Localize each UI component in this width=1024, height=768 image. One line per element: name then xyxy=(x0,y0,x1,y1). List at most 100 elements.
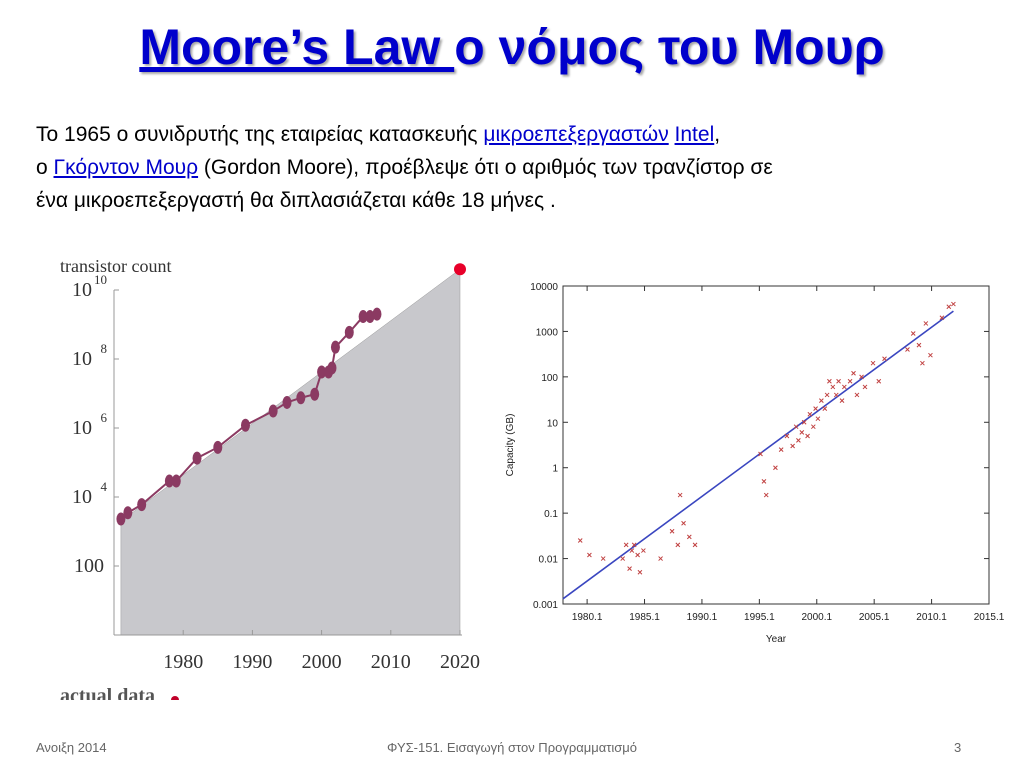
scatter-point xyxy=(793,424,799,430)
scatter-point xyxy=(928,352,933,358)
scatter-point xyxy=(862,384,868,390)
data-point xyxy=(358,310,368,324)
scatter-point xyxy=(629,548,635,553)
text-segment: ένα μικροεπεξεργαστή θα διπλασιάζεται κά… xyxy=(36,189,556,212)
projection-point-2020 xyxy=(454,263,466,276)
chart1-ytick-exponent: 8 xyxy=(101,341,108,356)
chart1-ylabel: transistor count xyxy=(60,256,171,276)
footer-center: ΦΥΣ-151. Εισαγωγή στον Προγραμματισμό xyxy=(387,740,637,755)
scatter-point xyxy=(637,569,643,575)
chart2-ytick-label: 0.1 xyxy=(544,509,558,520)
chart1-ytick-exponent: 6 xyxy=(101,410,108,425)
data-point xyxy=(213,440,223,454)
scatter-point xyxy=(801,419,807,425)
scatter-point xyxy=(587,552,592,558)
scatter-point xyxy=(920,360,925,366)
scatter-point xyxy=(600,556,606,561)
scatter-point xyxy=(763,492,769,498)
chart2-xtick-label: 1995.1 xyxy=(744,612,775,623)
link-intel[interactable]: Intel xyxy=(674,123,715,146)
chart2-xtick-label: 2010.1 xyxy=(916,612,947,623)
chart1-ytick-exponent: 4 xyxy=(101,479,108,494)
chart1-xtick-label: 2000 xyxy=(302,651,342,673)
title-link-moores-law[interactable]: Moore’s Law xyxy=(139,19,455,75)
chart2-xtick-label: 2015.1 xyxy=(974,612,1005,623)
chart2-xtick-label: 1990.1 xyxy=(687,612,718,623)
data-point xyxy=(171,474,181,488)
scatter-point xyxy=(631,542,637,548)
paragraph-line-1: Το 1965 ο συνιδρυτής της εταιρείας κατασ… xyxy=(36,118,986,151)
scatter-point xyxy=(916,342,922,348)
chart1-ytick-exponent: 10 xyxy=(94,272,107,287)
data-point xyxy=(365,310,375,324)
scatter-point xyxy=(827,378,832,384)
scatter-point xyxy=(854,392,860,398)
chart1-ytick-label: 10 xyxy=(72,417,92,439)
scatter-point xyxy=(778,447,784,452)
data-point xyxy=(372,307,382,321)
data-point xyxy=(123,506,133,520)
data-point xyxy=(192,451,202,465)
intro-paragraph: Το 1965 ο συνιδρυτής της εταιρείας κατασ… xyxy=(36,118,986,217)
scatter-point xyxy=(577,538,583,543)
text-segment: , xyxy=(714,123,721,146)
link-gordon-moore[interactable]: Γκόρντον Μουρ xyxy=(53,156,199,179)
scatter-point xyxy=(876,378,882,384)
disk-capacity-chart: 0.001 0.01 0.1 1 10 100 1000 10000 1980.1 1985.1… xyxy=(505,282,1005,645)
fit-line xyxy=(562,310,954,600)
data-point xyxy=(164,474,174,488)
paragraph-line-2: ο Γκόρντον Μουρ (Gordon Moore), προέβλεψ… xyxy=(36,151,986,184)
scatter-point xyxy=(784,433,790,439)
data-point xyxy=(327,361,337,375)
link-microprocessors[interactable]: μικροεπεξεργαστών xyxy=(483,123,669,146)
scatter-point xyxy=(805,433,810,439)
title-greek: ο νόμος του Μουρ xyxy=(454,19,885,75)
scatter-point xyxy=(810,424,816,430)
scatter-point xyxy=(658,556,663,561)
scatter-point xyxy=(761,479,767,484)
chart1-ytick-label: 10 xyxy=(72,279,92,301)
scatter-point xyxy=(836,378,841,384)
paragraph-line-3: ένα μικροεπεξεργαστή θα διπλασιάζεται κά… xyxy=(36,184,986,217)
scatter-point xyxy=(758,451,763,457)
data-point xyxy=(282,395,292,409)
scatter-point xyxy=(635,552,640,558)
chart1-xtick-label: 1990 xyxy=(232,651,272,673)
data-point xyxy=(330,340,340,354)
scatter-point xyxy=(686,534,692,540)
chart1-xtick-label: 1980 xyxy=(163,651,203,673)
scatter-point xyxy=(799,430,805,435)
data-point xyxy=(240,418,250,432)
scatter-point xyxy=(946,304,952,310)
chart2-ytick-label: 0.01 xyxy=(539,555,559,566)
scatter-point xyxy=(951,301,956,307)
scatter-point xyxy=(692,542,698,548)
scatter-point xyxy=(830,384,836,390)
trend-band xyxy=(120,268,461,636)
chart2-plot-frame xyxy=(562,285,990,605)
scatter-point xyxy=(841,384,847,390)
data-point xyxy=(296,391,306,405)
chart2-xtick-label: 2000.1 xyxy=(801,612,832,623)
chart2-xtick-label: 2005.1 xyxy=(859,612,890,623)
scatter-point xyxy=(815,416,821,422)
scatter-point xyxy=(910,331,916,336)
legend-marker xyxy=(171,696,179,700)
chart2-xtick-label: 1985.1 xyxy=(629,612,660,623)
scatter-point xyxy=(819,398,824,403)
chart2-xlabel: Year xyxy=(766,634,787,645)
chart1-ytick-label: 10 xyxy=(72,348,92,370)
footer-left: Ανοιξη 2014 xyxy=(36,740,107,755)
text-segment: Το 1965 ο συνιδρυτής της εταιρείας κατασ… xyxy=(36,123,484,146)
text-segment: (Gordon Moore), προέβλεψε ότι ο αριθμός … xyxy=(198,156,773,179)
chart1-legend-fragment: actual data xyxy=(60,685,155,700)
scatter-point xyxy=(851,370,856,376)
scatter-point xyxy=(620,556,626,561)
scatter-point xyxy=(859,374,864,380)
scatter-point xyxy=(796,438,801,443)
scatter-point xyxy=(839,398,845,403)
chart1-xtick-label: 2020 xyxy=(440,651,480,673)
scatter-point xyxy=(833,392,839,398)
scatter-point xyxy=(939,315,945,321)
